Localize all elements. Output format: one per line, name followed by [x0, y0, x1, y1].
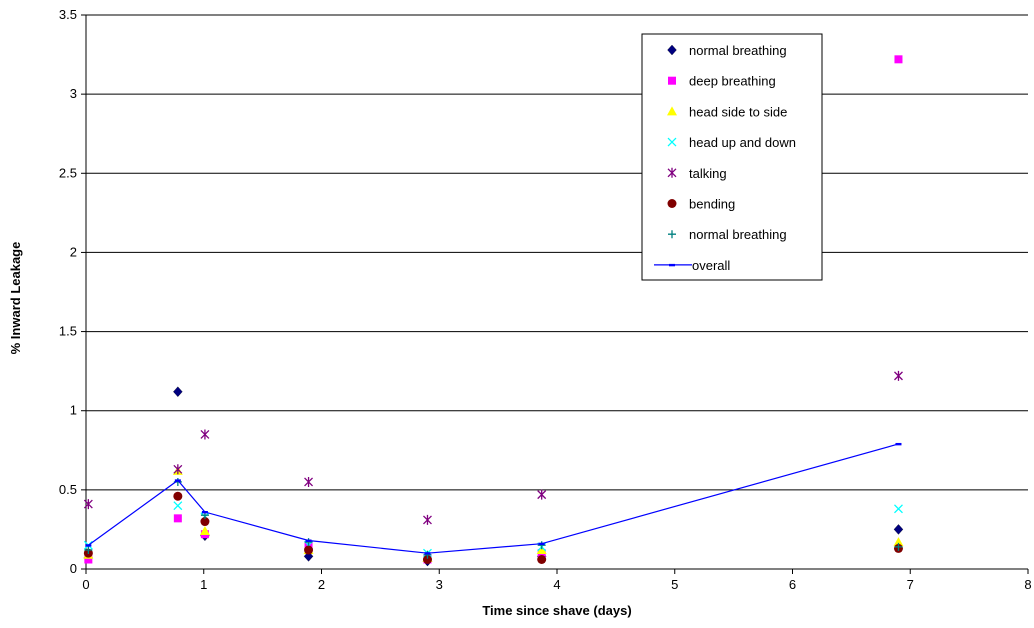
- y-tick-label: 2.5: [59, 165, 77, 180]
- data-point: [304, 538, 313, 547]
- x-tick-label: 7: [907, 577, 914, 592]
- data-point: [84, 546, 93, 555]
- legend-marker: [668, 230, 676, 239]
- gridlines: [86, 14, 1028, 491]
- legend-box: [641, 33, 823, 281]
- y-tick-label: 1.5: [59, 324, 77, 339]
- overall-line: [88, 443, 899, 554]
- y-tick-label: 2: [70, 244, 77, 259]
- legend-label: head up and down: [689, 135, 796, 150]
- y-tick-labels: 0 0.5 1 1.5 2 2.5 3 3.5: [59, 7, 77, 576]
- legend-label: normal breathing: [689, 43, 787, 58]
- data-point: [173, 464, 183, 475]
- series-4: [83, 370, 903, 525]
- legend-marker: [669, 263, 675, 267]
- y-tick-label: 3: [70, 86, 77, 101]
- legend-label: bending: [689, 197, 735, 212]
- series-7: [85, 442, 902, 555]
- legend-label: normal breathing: [689, 227, 787, 242]
- data-point: [894, 542, 903, 551]
- data-point: [305, 539, 312, 542]
- data-point: [536, 545, 547, 555]
- x-tick-label: 4: [553, 577, 560, 592]
- data-point: [893, 537, 904, 547]
- data-point: [83, 499, 93, 510]
- series-5: [83, 491, 903, 565]
- data-point: [423, 514, 432, 525]
- data-point: [424, 552, 431, 555]
- x-tick-label: 8: [1024, 577, 1031, 592]
- data-point: [84, 555, 93, 564]
- data-point: [200, 517, 210, 527]
- data-point: [538, 542, 545, 546]
- data-point: [173, 514, 182, 523]
- data-point: [85, 544, 92, 547]
- y-tick-label: 0: [70, 561, 77, 576]
- x-tick-label: 6: [789, 577, 796, 592]
- data-point: [893, 524, 904, 535]
- legend-label: talking: [689, 166, 727, 181]
- y-tick-label: 3.5: [59, 7, 77, 22]
- data-point: [173, 501, 183, 511]
- legend-marker: [667, 44, 677, 56]
- legend-label: deep breathing: [689, 74, 776, 89]
- data-point: [199, 526, 210, 536]
- legend-label: head side to side: [689, 104, 787, 119]
- data-point: [201, 511, 208, 514]
- legend-marker: [668, 76, 676, 85]
- plot-area: [83, 55, 904, 567]
- data-point: [894, 504, 903, 514]
- axes: [81, 14, 1029, 574]
- data-point: [173, 386, 183, 397]
- x-tick-label: 0: [82, 577, 89, 592]
- series-3: [83, 501, 903, 558]
- data-point: [537, 541, 546, 550]
- data-point: [537, 489, 547, 500]
- data-point: [304, 476, 314, 487]
- data-point: [537, 555, 547, 565]
- x-axis-title: Time since shave (days): [482, 603, 631, 618]
- x-tick-label: 1: [200, 577, 207, 592]
- x-tick-label: 5: [671, 577, 678, 592]
- series-0: [83, 386, 904, 567]
- x-tick-label: 2: [318, 577, 325, 592]
- data-point: [894, 370, 903, 381]
- legend-marker: [667, 199, 677, 208]
- data-point: [304, 545, 314, 555]
- data-point: [423, 550, 432, 559]
- legend-marker: [667, 137, 677, 147]
- data-point: [174, 479, 181, 482]
- data-point: [895, 442, 902, 446]
- data-point: [422, 555, 432, 565]
- y-tick-label: 1: [70, 403, 77, 418]
- legend-marker: [667, 106, 677, 116]
- x-tick-labels: 0 1 2 3 4 5 6 7 8: [82, 577, 1031, 592]
- x-tick-label: 3: [436, 577, 443, 592]
- y-tick-label: 0.5: [59, 482, 77, 497]
- legend-label: overall: [692, 258, 730, 273]
- data-point: [173, 491, 183, 501]
- legend: normal breathing deep breathing head side …: [641, 33, 823, 281]
- data-point: [200, 429, 210, 440]
- legend-marker: [667, 167, 677, 178]
- data-point: [894, 55, 903, 64]
- y-axis-title: % Inward Leakage: [8, 242, 23, 355]
